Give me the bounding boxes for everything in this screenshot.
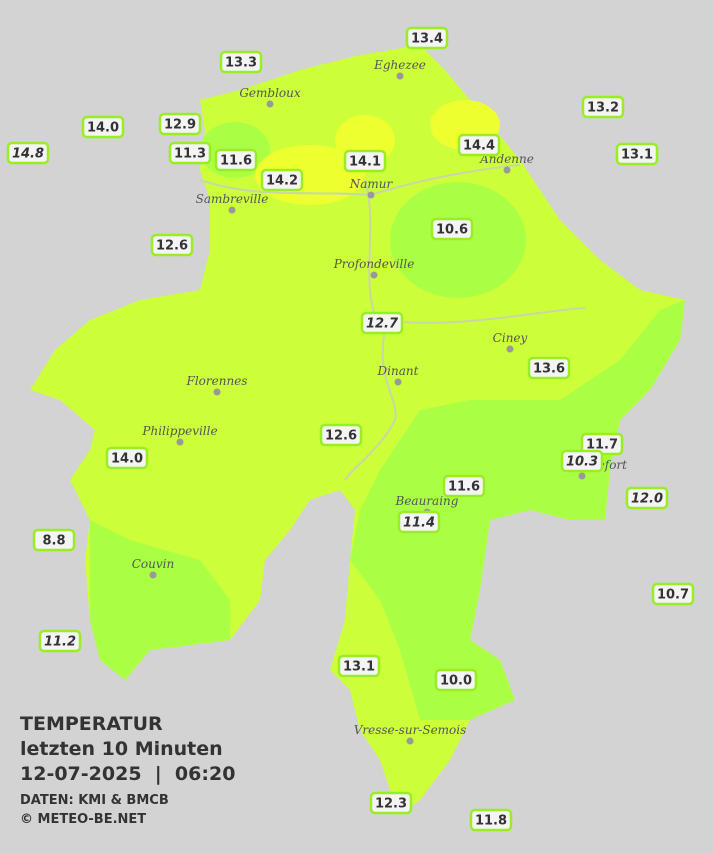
station-box — [32, 528, 76, 552]
station-value: 14.4 — [463, 139, 495, 154]
station-value: 12.7 — [366, 317, 399, 332]
station-box — [219, 50, 263, 74]
city-dot — [213, 388, 221, 396]
station-value: 11.7 — [586, 438, 618, 453]
cool-zone — [90, 520, 230, 680]
station-value: 13.3 — [225, 56, 257, 71]
station-value: 13.6 — [533, 362, 565, 377]
city-dot — [506, 345, 514, 353]
station-value: 13.1 — [621, 148, 653, 163]
station-box — [469, 808, 513, 832]
station-box — [430, 217, 474, 241]
station-box — [6, 141, 50, 165]
station-box — [168, 141, 212, 165]
city-dot — [503, 166, 511, 174]
station-value: 12.3 — [375, 797, 407, 812]
city-dot — [149, 571, 157, 579]
city-label: Couvin — [132, 557, 174, 571]
station-box — [38, 629, 82, 653]
station-value: 12.0 — [631, 492, 663, 507]
station-value: 13.2 — [587, 101, 619, 116]
station-value: 14.1 — [349, 155, 381, 170]
station-box — [581, 95, 625, 119]
city-dot — [370, 271, 378, 279]
city-label: Gembloux — [239, 86, 301, 100]
station-box — [369, 791, 413, 815]
station-value: 14.0 — [111, 452, 143, 467]
station-value: 11.6 — [448, 480, 480, 495]
city-label: Eghezee — [373, 58, 426, 72]
city-dot — [228, 206, 236, 214]
station-box — [397, 510, 441, 534]
station-value: 10.6 — [436, 223, 468, 238]
station-value: 13.4 — [411, 32, 443, 47]
city-label: Dinant — [377, 364, 419, 378]
station-box — [158, 112, 202, 136]
station-box — [615, 142, 659, 166]
station-box — [343, 149, 387, 173]
city-label: Beauraing — [395, 494, 459, 508]
station-box — [81, 115, 125, 139]
city-dot — [266, 100, 274, 108]
station-box — [337, 654, 381, 678]
title: TEMPERATUR — [20, 713, 163, 735]
city-dot — [176, 438, 184, 446]
station-box — [260, 168, 304, 192]
station-value: 11.8 — [475, 814, 507, 829]
station-box — [319, 423, 363, 447]
station-value: 14.2 — [266, 174, 298, 189]
station-value: 11.4 — [403, 516, 435, 531]
station-value: 13.1 — [343, 660, 375, 675]
city-label: Namur — [349, 177, 394, 191]
city-label: Philippeville — [141, 424, 217, 438]
city-dot — [394, 378, 402, 386]
cool-zone — [350, 300, 685, 720]
city-label: Ciney — [493, 331, 528, 345]
station-box — [214, 148, 258, 172]
city-dot — [367, 191, 375, 199]
station-box — [625, 486, 669, 510]
city-label: Profondeville — [333, 257, 415, 271]
city-label: Florennes — [186, 374, 248, 388]
station-box — [651, 582, 695, 606]
city-dot — [578, 472, 586, 480]
copyright: © METEO-BE.NET — [20, 812, 146, 827]
station-box — [457, 133, 501, 157]
station-value: 14.0 — [87, 121, 119, 136]
city-dot — [396, 72, 404, 80]
subtitle: letzten 10 Minuten — [20, 738, 223, 760]
city-label: Sambreville — [196, 192, 269, 206]
station-value: 11.3 — [174, 147, 206, 162]
station-value: 12.6 — [325, 429, 357, 444]
station-value: 14.8 — [12, 147, 44, 162]
station-box — [442, 474, 486, 498]
station-value: 10.3 — [566, 455, 598, 470]
station-box — [434, 668, 478, 692]
station-value: 8.8 — [42, 534, 65, 549]
source: DATEN: KMI & BMCB — [20, 793, 169, 808]
station-box — [405, 26, 449, 50]
station-box — [360, 311, 404, 335]
station-box — [527, 356, 571, 380]
station-box — [560, 449, 604, 473]
station-value: 12.6 — [156, 239, 188, 254]
stations: 13.4 13.3 13.2 14.0 12.9 14.8 11.3 11.6 14.1 14.4… — [6, 26, 695, 832]
cities: EghezeeGemblouxAndenneSambrevilleNamurPr… — [132, 58, 627, 745]
city-label: Vresse-sur-Semois — [354, 723, 467, 737]
datetime: 12-07-2025 | 06:20 — [20, 763, 235, 785]
station-box — [105, 446, 149, 470]
station-box — [150, 233, 194, 257]
station-value: 10.0 — [440, 674, 472, 689]
station-value: 11.6 — [220, 154, 252, 169]
station-value: 12.9 — [164, 118, 196, 133]
station-value: 11.2 — [44, 635, 76, 650]
station-value: 10.7 — [657, 588, 689, 603]
city-dot — [406, 737, 414, 745]
